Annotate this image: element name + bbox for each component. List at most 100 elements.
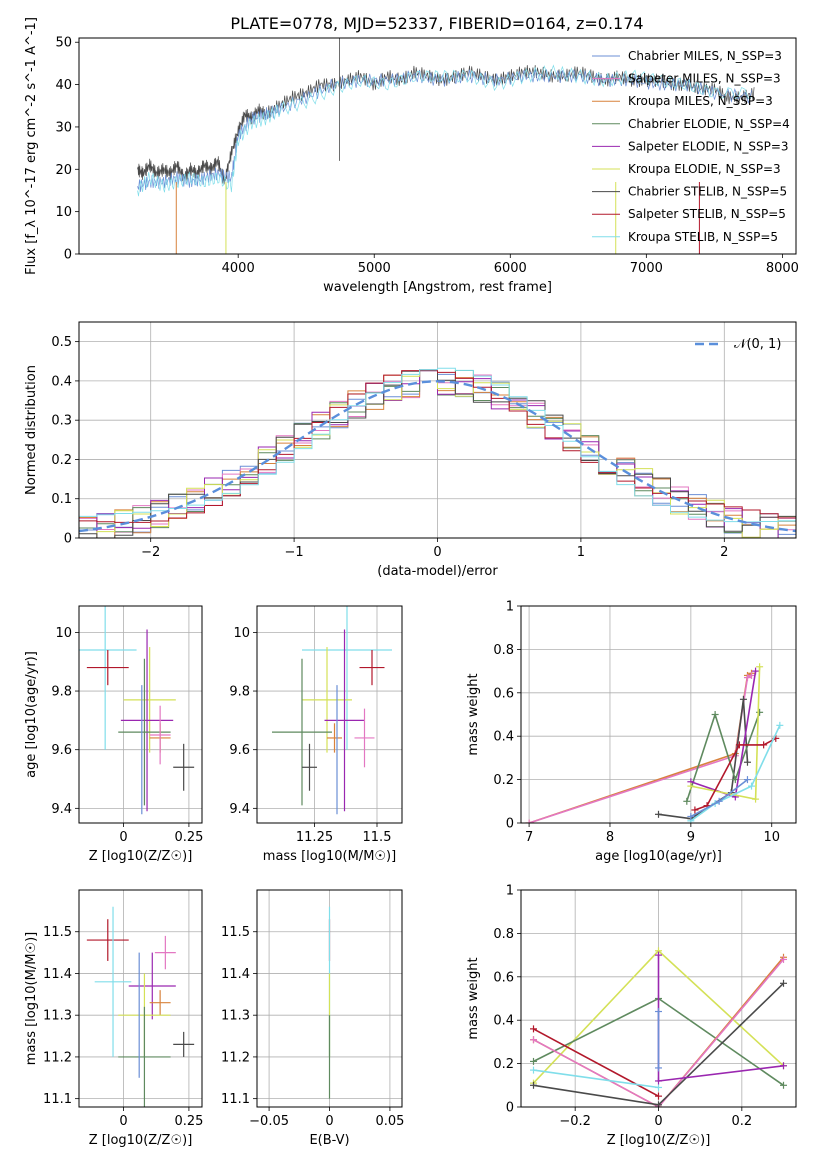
plot-area [137, 38, 755, 254]
error-bar-point [154, 935, 176, 970]
y-tick-label: 0.1 [51, 492, 72, 507]
x-tick-label: −0.2 [559, 1114, 591, 1129]
x-tick-label: 6000 [494, 261, 527, 276]
x-axis-label: Z [log10(Z/Z☉)] [89, 1133, 193, 1148]
error-bar-point [359, 649, 385, 686]
weight-marker [655, 1083, 662, 1091]
legend-label: Kroupa MILES, N_SSP=3 [628, 94, 773, 108]
x-tick-label: 0.05 [375, 1114, 404, 1129]
weight-line [686, 711, 761, 802]
legend-label: Salpeter ELODIE, N_SSP=3 [628, 139, 789, 153]
weight-marker [530, 1036, 537, 1044]
y-tick-label: 0 [506, 1101, 514, 1116]
panel-weight_vs_Z: −0.2 0 0.2 0 0.2 0.4 0.6 0.8 1 Z [log10(Z/Z☉)] mas… [466, 884, 797, 1148]
axes-frame [520, 605, 797, 824]
x-tick-label: 0.25 [174, 830, 203, 845]
x-tick-label: −2 [141, 545, 160, 560]
x-tick-label: 8 [606, 830, 614, 845]
spectrum-line [137, 69, 753, 192]
weight-marker [655, 1101, 662, 1107]
grid [79, 606, 202, 823]
error-bar-point [272, 658, 332, 806]
error-bar-point [302, 606, 392, 750]
weight-marker [530, 1081, 537, 1089]
x-axis-label: mass [log10(M/M☉)] [263, 849, 396, 864]
x-axis-label: Z [log10(Z/Z☉)] [89, 849, 193, 864]
x-axis-label: E(B-V) [309, 1133, 349, 1148]
panel-age_vs_mass: 11.25 11.5 9.4 9.6 9.8 10 mass [log10(M/M☉)] [229, 605, 403, 864]
plot-area [79, 367, 796, 538]
y-tick-label: 11.3 [43, 1009, 72, 1024]
legend-label: Chabrier MILES, N_SSP=3 [628, 49, 782, 63]
weight-line [533, 1069, 659, 1089]
weight-marker [748, 671, 756, 679]
weight-line [658, 699, 749, 820]
plot-area [86, 906, 195, 1107]
weight-marker [655, 1064, 662, 1072]
weight-marker [743, 758, 751, 766]
legend-label: Chabrier ELODIE, N_SSP=4 [628, 117, 790, 131]
y-tick-label: 11.4 [43, 967, 72, 982]
y-tick-label: 0.6 [493, 686, 514, 701]
x-tick-label: 8000 [766, 261, 799, 276]
panel-residuals: −2 −1 0 1 2 0 0.1 0.2 0.3 0.4 0.5 (data-model)/erro… [24, 321, 797, 579]
weight-marker [739, 695, 747, 703]
weight-marker [752, 667, 760, 675]
y-tick-label: 11.3 [221, 1009, 250, 1024]
x-tick-label: 11.5 [363, 830, 392, 845]
y-axis-label: Normed distribution [24, 365, 39, 495]
plot-area [530, 947, 787, 1107]
legend-label: Salpeter STELIB, N_SSP=5 [628, 207, 786, 221]
y-tick-label: 50 [55, 36, 72, 51]
y-tick-label: 40 [55, 78, 72, 93]
weight-marker [655, 1008, 662, 1016]
y-tick-label: 9.6 [229, 743, 250, 758]
y-tick-label: 0.6 [493, 970, 514, 985]
weight-marker [655, 1077, 662, 1085]
error-bar-point [173, 1031, 195, 1057]
y-tick-label: 30 [55, 120, 72, 135]
y-axis-label: age [log10(age/yr)] [24, 651, 39, 778]
plot-area [79, 606, 195, 815]
axes-frame [256, 605, 403, 824]
y-tick-label: 0.2 [493, 773, 514, 788]
weight-marker [655, 810, 662, 818]
y-tick-label: 0.4 [493, 1014, 514, 1029]
y-axis-label: mass weight [466, 957, 481, 1039]
x-tick-label: 5000 [358, 261, 391, 276]
y-tick-label: 0 [64, 248, 72, 263]
weight-marker [715, 797, 723, 805]
y-tick-label: 10 [55, 626, 72, 641]
x-tick-label: 0 [119, 1114, 127, 1129]
weight-marker [525, 819, 533, 823]
axes-frame [78, 37, 797, 255]
y-tick-label: 11.1 [43, 1092, 72, 1107]
x-axis-label: age [log10(age/yr)] [595, 849, 722, 864]
legend-label: Salpeter MILES, N_SSP=3 [628, 72, 781, 86]
error-bar-point [149, 705, 171, 765]
weight-marker [760, 741, 768, 749]
grid [79, 890, 202, 1107]
axes-frame [78, 889, 203, 1108]
y-tick-label: 9.6 [51, 743, 72, 758]
y-tick-label: 0.2 [493, 1057, 514, 1072]
axes-frame [520, 889, 797, 1108]
y-tick-label: 0.4 [493, 730, 514, 745]
x-tick-label: 7000 [630, 261, 663, 276]
error-bar-point [120, 629, 174, 812]
y-tick-label: 9.4 [229, 802, 250, 817]
error-bar-point [302, 647, 352, 753]
weight-line [657, 955, 784, 1082]
plot-area [525, 663, 784, 823]
x-tick-label: 7 [525, 830, 533, 845]
weight-marker [743, 776, 751, 784]
y-tick-label: 11.2 [221, 1050, 250, 1065]
x-tick-label: 9 [687, 830, 695, 845]
x-tick-label: −0.05 [249, 1114, 289, 1129]
weight-marker [691, 806, 699, 814]
x-tick-label: 0 [119, 830, 127, 845]
weight-marker [683, 797, 691, 805]
weight-marker [687, 812, 695, 820]
error-bar-point [324, 629, 365, 812]
legend-label: Kroupa STELIB, N_SSP=5 [628, 230, 778, 244]
